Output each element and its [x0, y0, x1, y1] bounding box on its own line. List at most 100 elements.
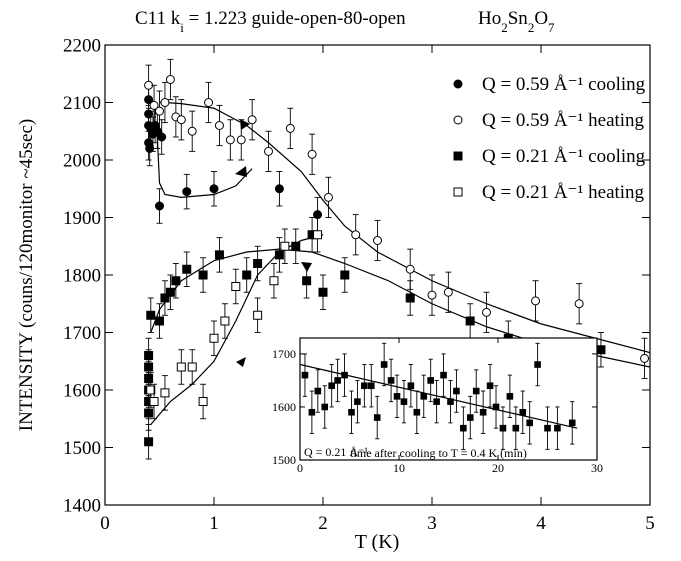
y-tick-label: 1600 [63, 381, 101, 402]
marker [373, 236, 382, 245]
y-axis-label: INTENSITY (couns/120monitor ~45sec) [16, 119, 37, 431]
inset-x-label: time after cooling to T = 0.4 K (min) [350, 446, 527, 460]
marker [209, 333, 219, 343]
marker [187, 362, 197, 372]
marker [231, 282, 241, 291]
marker [145, 144, 155, 153]
y-tick-label: 2000 [63, 151, 101, 172]
marker [160, 98, 170, 107]
marker [526, 419, 533, 427]
marker [544, 424, 551, 432]
marker [482, 307, 491, 317]
marker [308, 408, 316, 416]
marker [367, 382, 375, 390]
marker [341, 371, 348, 379]
marker [155, 201, 164, 211]
marker [160, 388, 170, 398]
y-tick-label: 1400 [63, 496, 101, 517]
marker [405, 293, 415, 303]
legend-marker [453, 79, 463, 89]
marker [314, 387, 322, 395]
marker [351, 230, 361, 240]
marker [640, 353, 650, 363]
marker [160, 293, 170, 303]
marker [225, 135, 235, 145]
marker [285, 123, 295, 133]
marker [149, 100, 159, 110]
y-tick-label: 2100 [63, 93, 101, 114]
x-tick-label: 3 [427, 513, 437, 534]
marker [433, 398, 440, 405]
marker [214, 121, 224, 130]
marker [157, 132, 167, 142]
x-axis-label: T (K) [355, 531, 400, 553]
marker [407, 382, 415, 390]
title-segment: 2 [528, 20, 535, 35]
marker [176, 362, 186, 372]
marker [574, 299, 584, 309]
y-tick-label: 1900 [63, 208, 101, 229]
inset-annotation: Q = 0.21 Å⁻¹ [304, 445, 368, 459]
marker [472, 387, 480, 395]
marker [328, 382, 335, 390]
marker [291, 241, 301, 251]
compound-label: Ho2Sn2O7 [478, 8, 555, 35]
marker [214, 250, 224, 260]
marker [313, 230, 323, 240]
x-tick-label: 2 [318, 513, 328, 534]
marker [146, 385, 156, 395]
marker [393, 393, 401, 400]
marker [596, 345, 606, 355]
x-tick-label: 0 [100, 513, 110, 534]
title-segment: Ho [478, 8, 501, 29]
marker [247, 115, 257, 125]
marker [321, 403, 329, 411]
marker [209, 184, 219, 194]
y-tick-label: 1700 [63, 323, 101, 344]
marker [155, 106, 164, 116]
marker [182, 264, 192, 274]
x-tick-label: 0 [297, 461, 303, 475]
marker [427, 290, 437, 300]
marker [568, 419, 576, 427]
marker [440, 371, 447, 379]
marker [465, 316, 475, 326]
legend-marker [453, 151, 463, 161]
arrow [235, 166, 247, 177]
marker [280, 241, 290, 251]
x-tick-label: 30 [591, 461, 603, 475]
marker [318, 287, 328, 297]
marker [264, 146, 273, 156]
marker [519, 408, 527, 416]
title-segment: 2 [501, 20, 508, 35]
marker [512, 424, 520, 432]
marker [182, 187, 192, 197]
title-segment: Sn [508, 8, 529, 29]
marker [253, 259, 263, 268]
title-segment: O [534, 8, 548, 29]
legend-label: Q = 0.59 Å⁻¹ heating [482, 110, 645, 131]
marker [380, 361, 388, 368]
marker [420, 393, 428, 400]
title-segment: = 1.223 guide-open-80-open [184, 8, 406, 29]
marker [274, 184, 284, 194]
title-segment: 7 [548, 20, 555, 35]
marker [479, 408, 487, 416]
y-tick-label: 1500 [63, 438, 101, 459]
marker [242, 270, 252, 280]
marker [302, 276, 312, 286]
x-tick-label: 5 [645, 513, 655, 534]
y-tick-label: 1500 [272, 453, 296, 467]
marker [348, 408, 355, 416]
marker [334, 377, 341, 384]
marker [236, 135, 246, 145]
direction-arrows [235, 119, 511, 367]
marker [198, 397, 208, 406]
legend-label: Q = 0.59 Å⁻¹ cooling [482, 74, 646, 95]
legend-marker [453, 187, 463, 197]
marker [165, 75, 175, 84]
marker [323, 192, 333, 202]
marker [373, 414, 381, 421]
legend-marker [453, 115, 463, 125]
